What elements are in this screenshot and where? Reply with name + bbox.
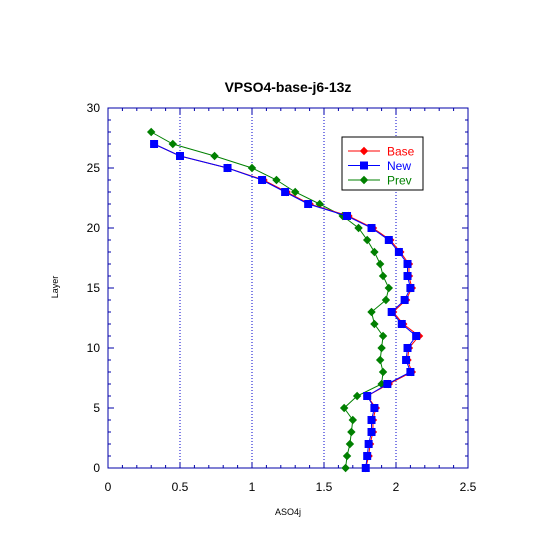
- data-point-prev: [339, 403, 349, 413]
- data-point-new: [403, 260, 412, 268]
- data-point-prev: [290, 187, 300, 197]
- series-layer: [146, 127, 424, 473]
- data-point-new: [367, 224, 376, 232]
- legend-swatch-marker: [359, 175, 369, 185]
- data-point-new: [343, 212, 352, 220]
- y-tick-label: 25: [87, 161, 101, 175]
- data-point-prev: [347, 427, 356, 437]
- data-point-new: [403, 344, 412, 352]
- y-tick-label: 0: [93, 461, 100, 475]
- data-point-prev: [370, 247, 379, 257]
- data-point-prev: [341, 463, 350, 473]
- data-point-new: [394, 248, 403, 256]
- chart-title: VPSO4-base-j6-13z: [225, 79, 352, 95]
- data-point-prev: [272, 175, 281, 185]
- legend-item-base: Base: [348, 145, 415, 159]
- data-point-prev: [342, 451, 352, 461]
- data-point-new: [400, 296, 409, 304]
- data-point-prev: [378, 331, 388, 341]
- y-tick-label: 30: [87, 101, 101, 115]
- data-point-prev: [370, 319, 379, 329]
- data-point-new: [150, 140, 159, 148]
- data-point-new: [281, 188, 290, 196]
- x-tick-labels: 0 0.5 1 1.5 2 2.5: [105, 480, 477, 494]
- data-point-prev: [247, 163, 257, 173]
- data-point-new: [364, 440, 373, 448]
- data-point-prev: [375, 355, 385, 365]
- legend-label: Prev: [387, 174, 412, 188]
- x-tick-label: 2.5: [460, 480, 477, 494]
- data-point-prev: [375, 259, 385, 269]
- x-axis-label: ASO4j: [275, 507, 301, 517]
- data-point-new: [367, 428, 376, 436]
- data-point-new: [403, 272, 412, 280]
- series-new: [150, 140, 421, 472]
- data-point-prev: [378, 271, 388, 281]
- y-tick-label: 10: [87, 341, 101, 355]
- legend-item-new: New: [348, 159, 411, 173]
- legend-swatch-marker: [359, 146, 369, 156]
- data-point-new: [304, 200, 313, 208]
- legend-label: New: [387, 159, 411, 173]
- y-tick-label: 15: [87, 281, 101, 295]
- data-point-prev: [146, 127, 156, 137]
- data-point-prev: [345, 439, 355, 449]
- data-point-prev: [168, 139, 178, 149]
- data-point-new: [367, 416, 376, 424]
- data-point-prev: [348, 415, 358, 425]
- data-point-new: [176, 152, 184, 160]
- y-tick-label: 5: [93, 401, 100, 415]
- data-point-new: [258, 176, 267, 184]
- data-point-prev: [354, 223, 363, 233]
- data-point-new: [383, 380, 392, 388]
- data-point-prev: [367, 307, 376, 317]
- data-point-prev: [352, 391, 362, 401]
- data-point-new: [406, 368, 415, 376]
- data-point-new: [384, 236, 393, 244]
- data-point-new: [412, 332, 421, 340]
- data-point-prev: [210, 151, 219, 161]
- y-tick-label: 20: [87, 221, 101, 235]
- data-point-new: [370, 404, 379, 412]
- data-point-new: [397, 320, 406, 328]
- data-point-prev: [381, 295, 391, 305]
- data-point-new: [363, 452, 372, 460]
- legend-label: Base: [387, 145, 415, 159]
- x-tick-label: 2: [393, 480, 400, 494]
- x-tick-label: 0.5: [172, 480, 189, 494]
- data-point-prev: [384, 283, 394, 293]
- series-line-new: [153, 143, 417, 469]
- data-point-new: [363, 392, 372, 400]
- data-point-new: [402, 356, 411, 364]
- data-point-prev: [362, 235, 372, 245]
- data-point-prev: [377, 343, 386, 353]
- x-tick-label: 0: [105, 480, 112, 494]
- data-point-new: [406, 284, 415, 292]
- y-axis-label: Layer: [50, 276, 60, 299]
- axis-ticks: [107, 107, 469, 469]
- data-point-prev: [378, 367, 388, 377]
- x-tick-label: 1.5: [316, 480, 333, 494]
- data-point-new: [361, 464, 370, 472]
- x-tick-label: 1: [249, 480, 256, 494]
- y-tick-labels: 0 5 10 15 20 25 30: [87, 101, 101, 475]
- legend-swatch-marker: [360, 161, 368, 170]
- legend-box: [341, 136, 424, 191]
- legend-item-prev: Prev: [348, 174, 412, 188]
- data-point-new: [387, 308, 396, 316]
- series-line-base: [153, 143, 420, 469]
- data-point-new: [223, 164, 232, 172]
